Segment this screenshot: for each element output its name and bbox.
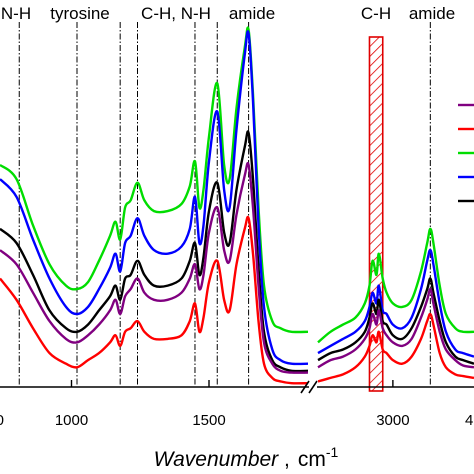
x-axis: 1000 1500 3000 0 4 bbox=[0, 380, 474, 429]
x-tick-label-0: 1000 bbox=[55, 412, 88, 429]
series-1-line-1 bbox=[0, 30, 309, 366]
band-labels: N-H tyrosine C-H, N-H amide C-H amide bbox=[1, 4, 455, 23]
x-tick-label-right-edge: 4 bbox=[465, 412, 473, 429]
x-axis-label-sep: , bbox=[278, 448, 290, 471]
series-1-line-2 bbox=[317, 248, 474, 358]
band-label-0: N-H bbox=[1, 4, 31, 23]
series-2-line-2 bbox=[317, 277, 474, 365]
x-tick-label-2: 3000 bbox=[376, 412, 409, 429]
x-tick-label-1: 1500 bbox=[192, 412, 225, 429]
series-0-line-2 bbox=[317, 227, 474, 344]
x-axis-label-main: Wavenumber bbox=[154, 448, 280, 471]
series-group bbox=[0, 26, 474, 385]
series-3-line-1 bbox=[0, 161, 309, 374]
x-axis-label-unit: cm bbox=[298, 448, 326, 471]
legend bbox=[458, 103, 474, 203]
band-label-4: C-H bbox=[361, 4, 391, 23]
series-2-line-1 bbox=[0, 130, 309, 373]
axis-break-mark-1 bbox=[300, 380, 310, 394]
series-3-line-2 bbox=[317, 287, 474, 369]
band-label-5: amide bbox=[409, 4, 455, 23]
x-tick-label-left-edge: 0 bbox=[0, 412, 4, 429]
series-4-line-1 bbox=[0, 215, 309, 385]
band-label-1: tyrosine bbox=[50, 4, 110, 23]
band-label-3: amide bbox=[229, 4, 275, 23]
band-label-2: C-H, N-H bbox=[141, 4, 211, 23]
x-axis-label: Wavenumber , cm-1 bbox=[154, 444, 339, 471]
x-axis-label-unit-exponent: -1 bbox=[326, 444, 339, 460]
series-4-line-2 bbox=[317, 312, 474, 383]
axis-break-mark-2 bbox=[308, 380, 318, 394]
